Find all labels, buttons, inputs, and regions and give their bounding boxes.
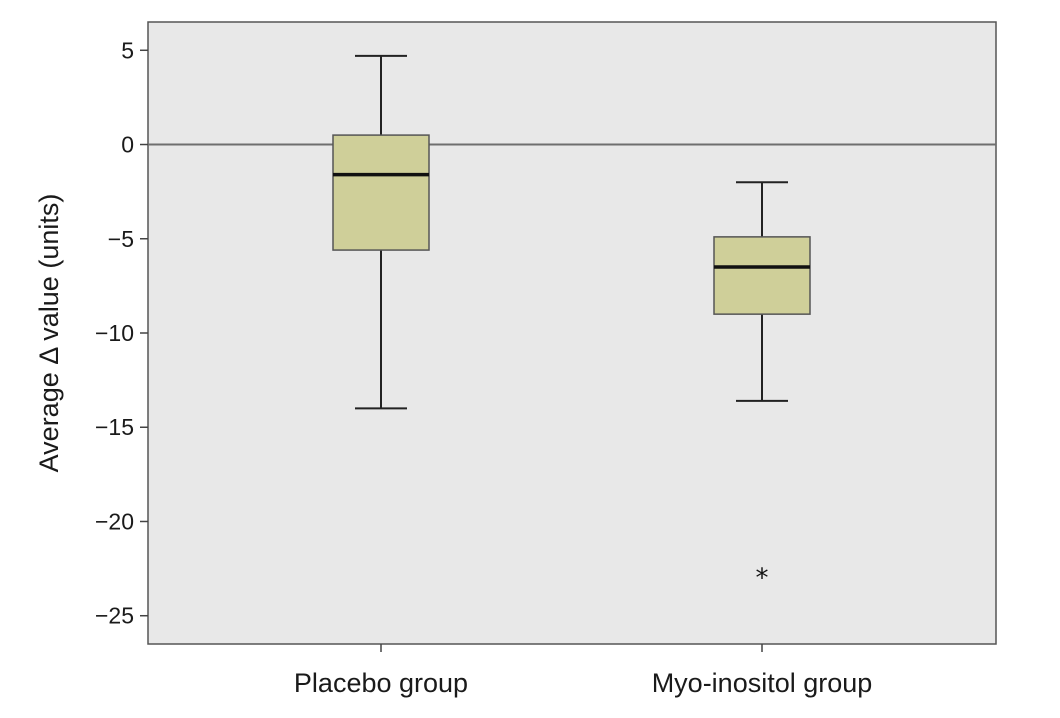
- y-axis: 5 0 −5 −10 −15 −20 −25: [95, 37, 148, 629]
- y-tick-label: −15: [95, 414, 134, 440]
- iqr-box: [713, 236, 811, 315]
- boxes: *: [332, 54, 811, 593]
- y-tick-label: −5: [108, 226, 134, 252]
- outlier-marker: *: [756, 563, 769, 593]
- y-tick-label: −10: [95, 320, 134, 346]
- x-axis: Placebo group Myo-inositol group: [294, 644, 872, 698]
- x-category-label: Myo-inositol group: [652, 668, 873, 698]
- y-axis-title: Average Δ value (units): [34, 194, 64, 473]
- x-category-label: Placebo group: [294, 668, 468, 698]
- box-myo-inositol: *: [713, 181, 811, 593]
- plot-area: [147, 21, 997, 645]
- y-tick-label: 0: [121, 132, 134, 158]
- y-tick-label: −25: [95, 603, 134, 629]
- y-tick-label: −20: [95, 508, 134, 534]
- iqr-box: [332, 134, 430, 251]
- y-tick-label: 5: [121, 37, 134, 63]
- box-placebo: [332, 54, 430, 410]
